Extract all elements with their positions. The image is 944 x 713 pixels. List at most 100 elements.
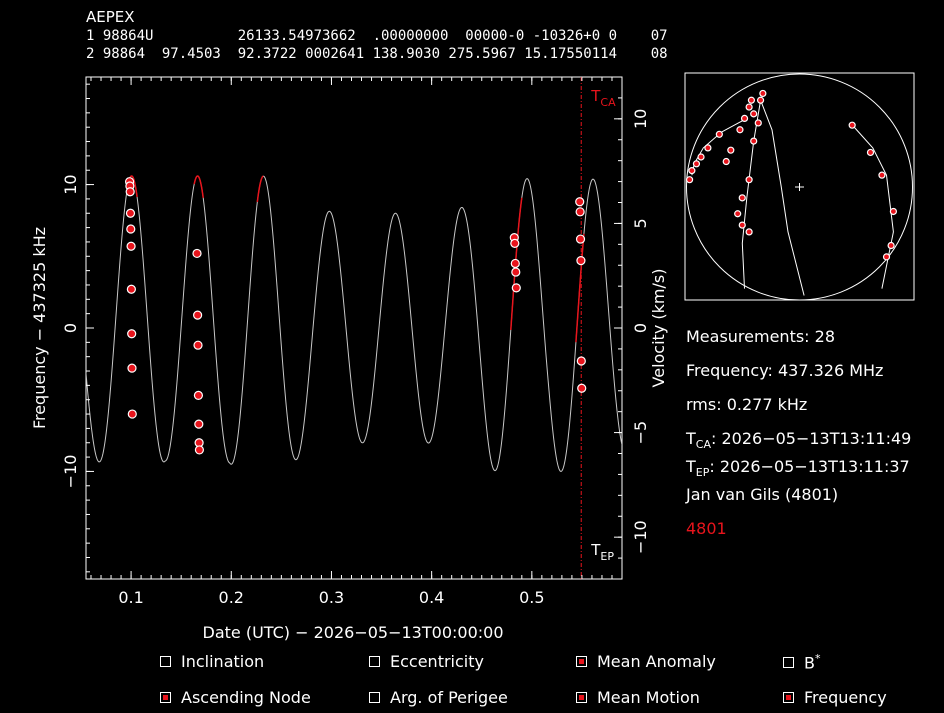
sky-track: [760, 100, 805, 296]
pass-segment: [256, 175, 264, 203]
sky-point: [688, 167, 696, 175]
tle-line-2: 2 98864 97.4503 92.3722 0002641 138.9030…: [86, 46, 668, 62]
measurement-point: [511, 267, 521, 277]
info-frequency: Frequency: 437.326 MHz: [686, 361, 883, 380]
checkbox-bstar[interactable]: [783, 656, 794, 668]
y-tick-label: 0: [61, 323, 80, 333]
option-inclination-label: Inclination: [181, 652, 265, 671]
tle-line-1: 1 98864U 26133.54973662 .00000000 00000-…: [86, 28, 668, 44]
sky-point: [734, 210, 742, 218]
sky-point: [878, 171, 886, 179]
measurement-point: [576, 255, 586, 266]
sky-point: [750, 137, 758, 145]
option-frequency[interactable]: Frequency: [783, 688, 887, 707]
sky-point: [887, 241, 895, 250]
measurement-point: [575, 207, 585, 217]
measurement-point: [193, 390, 204, 401]
x-tick-label: 0.5: [519, 588, 544, 607]
option-eccentricity-label: Eccentricity: [390, 652, 484, 671]
sky-point: [882, 253, 891, 261]
sky-point: [738, 194, 746, 202]
option-mean-motion-label: Mean Motion: [597, 688, 700, 707]
x-tick-label: 0.3: [319, 588, 344, 607]
measurement-point: [511, 283, 521, 293]
option-mean-anomaly[interactable]: Mean Anomaly: [576, 652, 716, 671]
sky-point: [754, 119, 762, 127]
sky-point: [745, 176, 753, 184]
y2-tick-label: −5: [631, 421, 650, 445]
pass-segment: [510, 197, 523, 331]
sky-point: [704, 144, 712, 152]
x-tick-label: 0.4: [419, 588, 444, 607]
sky-horizon-circle: [686, 73, 913, 300]
sky-point: [866, 148, 875, 157]
pass-segment: [575, 233, 585, 343]
measurement-point: [575, 234, 586, 244]
option-bstar-label-sup: *: [814, 652, 821, 665]
measurement-point: [127, 329, 137, 339]
measurement-point: [577, 383, 587, 393]
measurement-point: [194, 419, 204, 429]
measurement-point: [127, 409, 137, 419]
sky-point: [715, 130, 723, 138]
measurement-point: [510, 258, 520, 269]
tca-label: TCA: [590, 87, 616, 109]
plot-frame: [85, 76, 623, 580]
satellite-name: AEPEX: [86, 8, 135, 26]
option-arg-of-perigee[interactable]: Arg. of Perigee: [369, 688, 508, 707]
checkbox-frequency[interactable]: [783, 692, 794, 703]
y-tick-label: −10: [61, 455, 80, 489]
sky-point: [747, 96, 756, 104]
sky-point: [692, 160, 701, 168]
info-tep-value: : 2026−05−13T13:11:37: [709, 457, 909, 476]
measurement-point: [194, 445, 205, 455]
info-tep: TEP: 2026−05−13T13:11:37: [685, 457, 910, 479]
measurement-point: [192, 248, 202, 259]
checkbox-ascending-node[interactable]: [160, 692, 171, 703]
tca-marker: TCA TEP: [580, 77, 616, 579]
sky-point: [750, 110, 758, 118]
checkbox-eccentricity[interactable]: [369, 656, 380, 667]
measurement-point: [576, 356, 586, 366]
y2-tick-label: 0: [631, 323, 650, 333]
sky-point: [759, 89, 767, 98]
y2-tick-label: −10: [631, 520, 650, 554]
option-inclination[interactable]: Inclination: [160, 652, 264, 671]
checkbox-mean-anomaly[interactable]: [576, 656, 587, 667]
x-tick-label: 0.2: [219, 588, 244, 607]
x-axis-title: Date (UTC) − 2026−05−13T00:00:00: [203, 623, 504, 642]
option-eccentricity[interactable]: Eccentricity: [369, 652, 484, 671]
sky-point: [727, 146, 735, 154]
measurement-point: [126, 284, 136, 294]
option-mean-motion[interactable]: Mean Motion: [576, 688, 700, 707]
info-tca-value: : 2026−05−13T13:11:49: [711, 429, 911, 448]
option-ascending-node-label: Ascending Node: [181, 688, 311, 707]
pass-segment: [193, 175, 204, 199]
sky-point: [697, 153, 705, 161]
y-tick-label: 10: [61, 174, 80, 194]
info-tca: TCA: 2026−05−13T13:11:49: [685, 429, 911, 451]
option-arg-of-perigee-label: Arg. of Perigee: [390, 688, 508, 707]
measurement-point: [510, 238, 520, 248]
option-mean-anomaly-label: Mean Anomaly: [597, 652, 716, 671]
sky-point: [756, 96, 765, 104]
y-axis-title: Frequency − 437325 kHz: [30, 227, 49, 429]
sky-plot: [685, 73, 913, 300]
plot-axes: 0.1 0.2 0.3 0.4 0.5 −10 0 10 −10 −5 0 5 10: [61, 76, 650, 607]
sky-point: [745, 103, 753, 111]
sky-track: [741, 100, 762, 289]
measurement-points: [124, 177, 587, 455]
checkbox-arg-of-perigee[interactable]: [369, 692, 380, 703]
measurement-point: [126, 241, 136, 251]
checkbox-mean-motion[interactable]: [576, 692, 587, 703]
doppler-curve: [86, 175, 622, 472]
option-bstar[interactable]: B*: [783, 652, 820, 672]
info-station: 4801: [686, 519, 727, 538]
y2-axis-title: Velocity (km/s): [649, 269, 668, 388]
checkbox-inclination[interactable]: [160, 656, 171, 667]
sky-point: [738, 221, 746, 229]
option-ascending-node[interactable]: Ascending Node: [160, 688, 311, 707]
option-frequency-label: Frequency: [804, 688, 887, 707]
sky-point: [722, 157, 730, 166]
